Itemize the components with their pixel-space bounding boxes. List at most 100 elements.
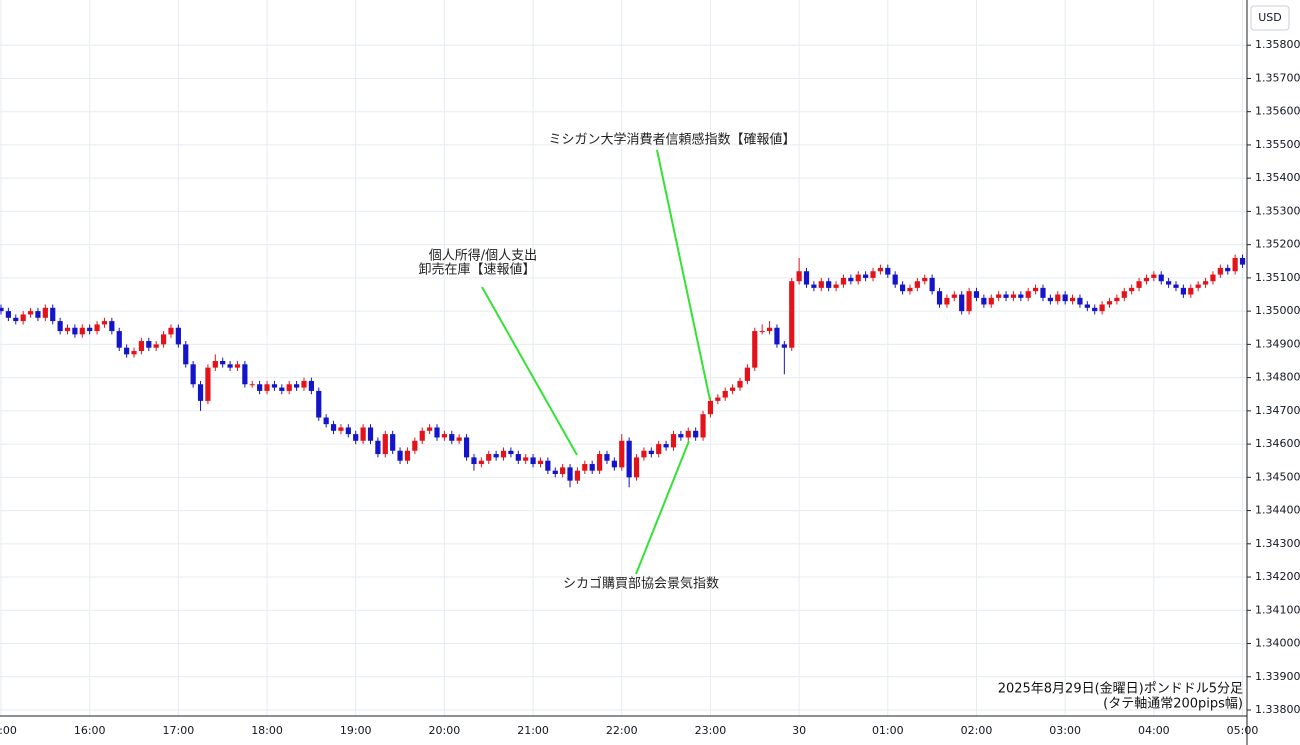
candle-body: [419, 430, 425, 441]
candle-body: [308, 380, 314, 391]
x-tick-label: 02:00: [961, 724, 993, 737]
candle-body: [183, 344, 189, 365]
x-tick-label: 30: [792, 724, 806, 737]
candle-body: [1062, 294, 1068, 302]
chart-note: (タテ軸通常200pips幅): [1103, 697, 1243, 712]
axes: 1.33800 1.33900 1.34000 1.34100 1.34200 1.343…: [0, 38, 1300, 737]
candle-body: [552, 470, 558, 475]
y-tick-label: 1.35400: [1255, 171, 1300, 184]
x-tick-label: 03:00: [1049, 724, 1081, 737]
candle-body: [936, 291, 943, 305]
candle-body: [64, 327, 71, 332]
candle-body: [959, 294, 965, 312]
x-tick-label: 23:00: [695, 724, 727, 737]
candle-body: [1166, 281, 1172, 285]
x-tick-label: 05:00: [1227, 724, 1259, 737]
x-tick-label: 20:00: [429, 724, 461, 737]
candle-body: [486, 454, 492, 461]
candle-body: [1010, 294, 1017, 298]
candle-body: [124, 347, 130, 355]
candle-body: [1129, 287, 1135, 292]
candle-body: [811, 284, 817, 288]
y-tick-label: 1.34600: [1255, 437, 1300, 450]
candle-body: [42, 307, 48, 318]
pointer-line: [635, 440, 690, 575]
candle-body: [611, 460, 617, 468]
y-tick-label: 1.35300: [1255, 204, 1300, 217]
candle-body: [508, 450, 514, 455]
candle-body: [981, 297, 987, 305]
candle-body: [1143, 277, 1150, 282]
candle-body: [146, 341, 152, 348]
candle-body: [737, 380, 743, 388]
pointer-line: [481, 286, 578, 456]
y-tick-label: 1.34500: [1255, 470, 1300, 483]
candle-body: [35, 311, 41, 318]
candle-body: [944, 297, 950, 305]
candle-body: [826, 281, 832, 288]
candle-body: [641, 450, 647, 458]
currency-badge: [1250, 5, 1290, 31]
candle-body: [966, 291, 972, 312]
candle-body: [1084, 304, 1090, 308]
candle-body: [774, 327, 780, 345]
candle-body: [722, 390, 728, 398]
candle-body: [840, 277, 847, 285]
candle-body: [286, 384, 292, 391]
candle-body: [279, 387, 285, 391]
candle-body: [766, 327, 773, 332]
candle-body: [1055, 294, 1061, 302]
candle-body: [619, 440, 625, 468]
candle-body: [730, 387, 736, 391]
y-tick-label: 1.34800: [1255, 371, 1300, 384]
candle-body: [190, 364, 196, 385]
y-tick-label: 1.35500: [1255, 138, 1300, 151]
candle-body: [242, 364, 248, 385]
candle-body: [515, 454, 521, 461]
candle-body: [863, 274, 869, 278]
candle-body: [20, 314, 26, 322]
candle-body: [752, 331, 758, 368]
candle-body: [1106, 301, 1113, 305]
chart-note: 2025年8月29日(金曜日)ポンドドル5分足: [998, 681, 1243, 697]
candle-body: [759, 331, 765, 333]
y-tick-label: 1.35200: [1255, 238, 1300, 251]
y-tick-label: 1.33900: [1255, 670, 1300, 683]
y-tick-label: 1.34100: [1255, 603, 1300, 616]
candle-body: [973, 291, 980, 298]
candle-body: [885, 267, 891, 275]
candle-body: [1099, 304, 1105, 312]
y-tick-label: 1.35000: [1255, 304, 1300, 317]
y-tick-label: 1.34200: [1255, 570, 1300, 583]
pointer-line: [656, 149, 711, 401]
candle-body: [456, 437, 462, 441]
candle-body: [582, 464, 588, 471]
candle-body: [94, 324, 100, 332]
candle-body: [160, 334, 167, 345]
candle-body: [700, 414, 706, 438]
candle-body: [693, 430, 699, 438]
candle-body: [796, 271, 802, 282]
candle-body: [1136, 281, 1142, 288]
candle-body: [899, 284, 906, 292]
candle-body: [13, 317, 19, 322]
candle-body: [648, 450, 654, 455]
y-tick-label: 1.35700: [1255, 71, 1300, 84]
candle-body: [131, 351, 137, 355]
y-tick-label: 1.34400: [1255, 504, 1300, 517]
candle-body: [848, 277, 854, 282]
candle-body: [360, 427, 366, 441]
candle-body: [523, 457, 529, 461]
x-tick-label: 15:00: [0, 724, 17, 737]
candle-body: [500, 450, 507, 458]
candle-body: [404, 450, 411, 461]
candle-body: [316, 390, 322, 418]
candle-body: [1217, 267, 1223, 275]
candle-body: [175, 327, 181, 345]
candle-body: [781, 344, 787, 348]
candle-body: [101, 321, 108, 325]
candle-body: [330, 424, 337, 431]
candle-body: [951, 294, 957, 298]
candle-body: [892, 274, 898, 285]
